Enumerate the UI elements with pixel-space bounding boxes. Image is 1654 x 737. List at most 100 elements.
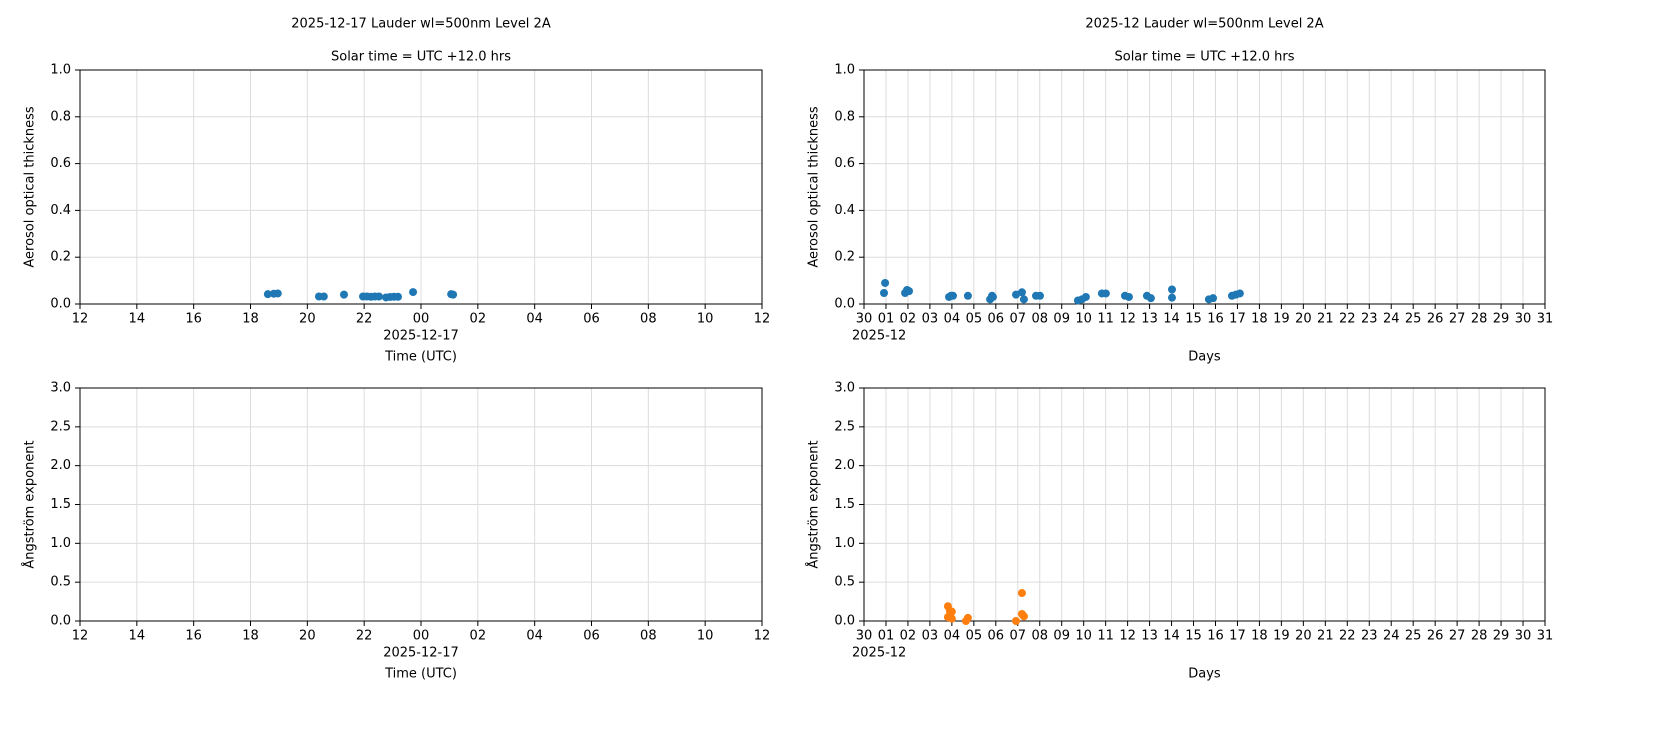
x-tick-label: 06 <box>583 629 600 644</box>
y-tick-label: 0.0 <box>50 614 71 629</box>
data-point <box>339 290 348 299</box>
x-tick-label: 08 <box>1031 629 1048 644</box>
x-tick-label: 04 <box>944 629 961 644</box>
y-tick-label: 3.0 <box>834 381 855 396</box>
x-tick-label: 15 <box>1185 312 1202 327</box>
data-point <box>1209 294 1218 303</box>
data-point <box>263 290 272 299</box>
x-tick-label: 14 <box>1163 629 1180 644</box>
x-tick-label: 03 <box>922 312 939 327</box>
y-tick-label: 0.2 <box>50 250 71 265</box>
x-tick-label: 19 <box>1273 629 1290 644</box>
x-tick-label: 12 <box>1119 312 1136 327</box>
x-tick-label: 11 <box>1097 629 1114 644</box>
x-axis-label: Time (UTC) <box>384 350 457 365</box>
x-tick-label: 01 <box>878 629 895 644</box>
x-tick-label: 24 <box>1383 629 1400 644</box>
x-tick-label: 30 <box>1515 312 1532 327</box>
x-tick-label: 02 <box>900 312 917 327</box>
plot-frame <box>863 69 1546 305</box>
data-point <box>1235 289 1244 298</box>
data-point <box>881 278 890 287</box>
x-offset-label: 2025-12 <box>852 646 906 661</box>
x-tick-label: 18 <box>1251 312 1268 327</box>
x-offset-label: 2025-12-17 <box>383 329 459 344</box>
data-point <box>1035 291 1044 300</box>
y-tick-label: 2.0 <box>50 458 71 473</box>
y-tick-label: 0.0 <box>834 614 855 629</box>
x-tick-label: 06 <box>988 312 1005 327</box>
y-tick-label: 0.5 <box>834 575 855 590</box>
y-axis-label: Aerosol optical thickness <box>807 106 822 268</box>
x-tick-label: 14 <box>129 629 146 644</box>
data-point <box>1167 293 1176 302</box>
x-tick-label: 30 <box>1515 629 1532 644</box>
x-tick-label: 11 <box>1097 312 1114 327</box>
x-tick-label: 14 <box>1163 312 1180 327</box>
x-tick-label: 06 <box>583 312 600 327</box>
x-tick-label: 12 <box>754 312 771 327</box>
y-tick-label: 3.0 <box>50 381 71 396</box>
x-offset-label: 2025-12-17 <box>383 646 459 661</box>
data-point <box>1019 295 1028 304</box>
x-tick-label: 07 <box>1010 312 1027 327</box>
data-point <box>393 292 402 301</box>
x-tick-label: 04 <box>526 629 543 644</box>
x-tick-label: 02 <box>470 312 487 327</box>
y-tick-label: 2.5 <box>50 419 71 434</box>
x-tick-label: 31 <box>1537 312 1554 327</box>
data-point <box>449 290 458 299</box>
data-point <box>963 291 972 300</box>
x-tick-label: 29 <box>1493 312 1510 327</box>
data-point <box>409 288 418 297</box>
data-point <box>1017 288 1026 297</box>
data-point <box>319 292 328 301</box>
plot-frame <box>79 69 763 305</box>
x-tick-label: 02 <box>900 629 917 644</box>
x-tick-label: 22 <box>1339 629 1356 644</box>
x-tick-label: 13 <box>1141 629 1158 644</box>
x-tick-label: 00 <box>413 312 430 327</box>
x-tick-label: 08 <box>640 312 657 327</box>
data-point <box>1017 589 1026 598</box>
y-axis-label: Ångström exponent <box>806 440 822 568</box>
x-tick-label: 18 <box>242 629 259 644</box>
chart-title: 2025-12 Lauder wl=500nm Level 2A <box>1085 17 1323 32</box>
y-tick-label: 0.8 <box>50 109 71 124</box>
x-tick-label: 23 <box>1361 312 1378 327</box>
x-tick-label: 15 <box>1185 629 1202 644</box>
y-tick-label: 0.4 <box>834 203 855 218</box>
x-axis-label: Days <box>1188 667 1221 682</box>
data-point <box>947 614 956 623</box>
x-tick-label: 24 <box>1383 312 1400 327</box>
plot-frame <box>79 387 763 622</box>
data-point <box>374 292 383 301</box>
x-tick-label: 22 <box>1339 312 1356 327</box>
y-tick-label: 0.6 <box>834 156 855 171</box>
x-tick-label: 20 <box>299 312 316 327</box>
x-tick-label: 12 <box>754 629 771 644</box>
plot-frame <box>863 387 1546 622</box>
x-tick-label: 20 <box>1295 312 1312 327</box>
x-tick-label: 12 <box>72 629 89 644</box>
x-tick-label: 27 <box>1449 629 1466 644</box>
data-point <box>961 617 970 625</box>
x-tick-label: 19 <box>1273 312 1290 327</box>
x-tick-label: 13 <box>1141 312 1158 327</box>
x-tick-label: 25 <box>1405 312 1422 327</box>
x-tick-label: 28 <box>1471 629 1488 644</box>
x-tick-label: 20 <box>1295 629 1312 644</box>
y-tick-label: 0.0 <box>834 297 855 312</box>
x-tick-label: 18 <box>242 312 259 327</box>
x-tick-label: 16 <box>1207 629 1224 644</box>
x-tick-label: 23 <box>1361 629 1378 644</box>
chart-subtitle: Solar time = UTC +12.0 hrs <box>1114 50 1294 65</box>
x-tick-label: 20 <box>299 629 316 644</box>
x-tick-label: 29 <box>1493 629 1510 644</box>
x-tick-label: 31 <box>1537 629 1554 644</box>
x-tick-label: 05 <box>966 629 983 644</box>
x-tick-label: 14 <box>129 312 146 327</box>
x-tick-label: 04 <box>944 312 961 327</box>
x-tick-label: 06 <box>988 629 1005 644</box>
